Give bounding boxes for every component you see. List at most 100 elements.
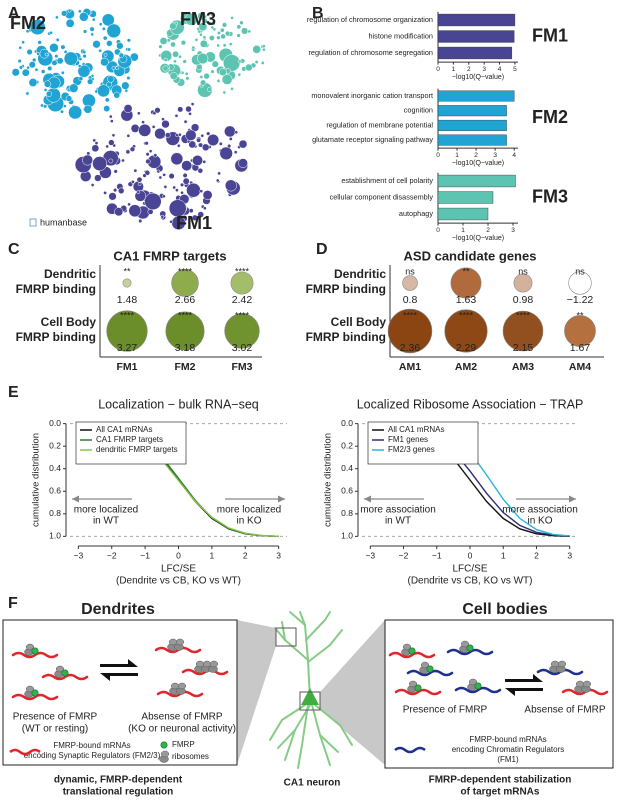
ribosome: [25, 643, 35, 651]
row-label: Dendritic: [44, 267, 96, 281]
state-label: Presence of FMRP: [13, 712, 98, 723]
network-node: [82, 50, 87, 55]
value-label: 0.98: [513, 294, 534, 306]
module-label: FM3: [532, 186, 568, 206]
network-node: [125, 149, 131, 155]
caption: translational regulation: [63, 787, 174, 798]
legend-ribosome: [160, 750, 170, 758]
x-tick-label: 1: [210, 550, 215, 560]
arrow-head: [569, 495, 576, 503]
legend-label: CA1 FMRP targets: [96, 435, 163, 444]
network-node: [106, 40, 113, 47]
category-label: AM1: [399, 361, 421, 373]
network-node: [55, 15, 59, 20]
network-node: [184, 71, 189, 76]
network-node: [217, 31, 221, 35]
network-node: [82, 29, 88, 34]
mrna: [11, 651, 59, 659]
network-node: [169, 72, 178, 80]
significance-label: ****: [178, 310, 193, 320]
network-node: [199, 189, 204, 194]
x-tick-label: 3: [511, 227, 515, 234]
network-node: [138, 218, 143, 224]
network-node: [101, 13, 115, 27]
network-node: [233, 150, 238, 155]
network-node: [118, 52, 124, 59]
significance-label: ****: [516, 310, 531, 320]
network-node: [128, 204, 142, 218]
network-node: [77, 64, 82, 68]
module-label: FM1: [532, 25, 568, 45]
ribosome: [175, 638, 185, 646]
network-node: [176, 143, 181, 148]
category-label: AM4: [569, 361, 591, 373]
x-tick-label: 2: [534, 550, 539, 560]
legend-box: [367, 421, 479, 465]
network-node: [123, 104, 133, 113]
network-node: [172, 50, 179, 58]
network-node: [18, 65, 24, 70]
legend-label: encoding Synaptic Regulators (FM2/3): [24, 751, 161, 760]
network-node: [86, 151, 91, 156]
network-node: [161, 119, 170, 129]
network-node: [90, 32, 95, 37]
network-node: [191, 214, 199, 221]
network-node: [215, 178, 220, 183]
category-label: regulation of chromosome organization: [307, 15, 433, 24]
network-node: [144, 192, 162, 211]
value-label: 2.29: [456, 342, 477, 354]
network-node: [175, 133, 179, 138]
chart-title: Localized Ribosome Association − TRAP: [357, 397, 584, 411]
value-label: 1.48: [117, 294, 138, 306]
network-node: [126, 38, 131, 43]
x-tick-label: 0: [436, 66, 440, 73]
network-node: [113, 188, 118, 193]
network-node: [26, 48, 33, 56]
network-node: [90, 183, 95, 187]
equilibrium-arrows: [100, 659, 543, 696]
state-label: Absense of FMRP: [141, 712, 222, 723]
network-node: [166, 38, 171, 43]
network-node: [202, 35, 207, 40]
category-label: AM2: [455, 361, 477, 373]
fmrp: [31, 689, 39, 697]
soma: [301, 688, 319, 705]
network-node: [154, 107, 161, 114]
network-node: [236, 24, 242, 30]
network-node: [239, 20, 244, 26]
network-node: [188, 140, 197, 149]
ribosome: [168, 638, 178, 646]
dot: [387, 308, 433, 354]
x-tick-label: 4: [498, 66, 502, 73]
category-label: regulation of chromosome segregation: [308, 48, 433, 57]
network-node: [127, 202, 131, 207]
y-tick-label: 1.0: [49, 531, 61, 541]
network-node: [61, 10, 68, 17]
network-node: [221, 22, 228, 28]
network-node: [65, 18, 75, 28]
legend-label: (FM1): [497, 755, 519, 764]
zoom-box: [299, 691, 321, 711]
network-node: [111, 66, 116, 70]
network-node: [209, 12, 214, 17]
category-label: cognition: [404, 106, 433, 115]
network-node: [94, 141, 99, 146]
network-node: [97, 84, 110, 98]
network-node: [101, 26, 106, 31]
network-node: [238, 158, 248, 168]
network-node: [82, 54, 87, 59]
network-node: [28, 78, 38, 87]
significance-label: ****: [235, 310, 250, 320]
network-node: [68, 83, 79, 93]
panel-label: F: [8, 595, 18, 612]
network-node: [51, 59, 58, 66]
category-label: FM3: [232, 361, 253, 373]
y-tick-label: 0.2: [49, 440, 61, 450]
annotation: in KO: [236, 516, 261, 527]
network-node: [224, 30, 231, 37]
row-label: FMRP binding: [16, 282, 96, 296]
value-label: 1.67: [570, 342, 591, 354]
network-node: [182, 59, 187, 64]
network-node: [130, 124, 140, 133]
